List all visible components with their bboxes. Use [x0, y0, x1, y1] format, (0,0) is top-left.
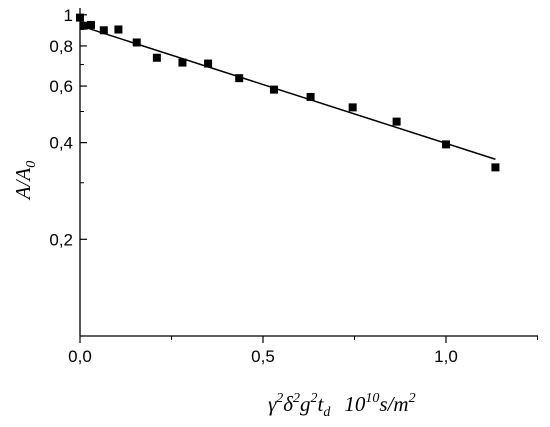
fit-line	[79, 24, 496, 160]
data-point	[99, 26, 108, 35]
y-tick-label: 0,8	[49, 37, 73, 56]
x-tick-label: 1,0	[434, 347, 458, 366]
x-axis-title: γ2δ2g2td 1010s/m2	[268, 391, 416, 420]
data-point	[86, 20, 95, 29]
data-markers	[76, 13, 500, 172]
y-tick-label: 0,6	[49, 77, 73, 96]
y-axis-title: A/A0	[11, 161, 39, 202]
y-tick-label: 0,2	[49, 230, 73, 249]
y-tick-label: 0,4	[49, 134, 73, 153]
data-point	[491, 163, 500, 172]
x-tick-label: 0,0	[68, 347, 92, 366]
y-ticks: 1 0,8 0,6 0,4 0,2	[49, 6, 87, 337]
data-point	[114, 25, 123, 34]
data-point	[79, 21, 88, 30]
x-tick-label: 0,5	[251, 347, 275, 366]
data-point	[235, 74, 244, 83]
data-point	[132, 38, 141, 47]
data-point	[152, 53, 161, 62]
data-point	[348, 103, 357, 112]
x-ticks: 0,0 0,5 1,0	[68, 336, 538, 366]
y-tick-label: 1	[64, 6, 73, 25]
data-point	[392, 117, 401, 126]
axes	[79, 8, 538, 337]
data-point	[178, 58, 187, 67]
data-point	[442, 140, 450, 149]
data-point	[76, 13, 84, 22]
data-point	[204, 59, 213, 68]
data-point	[306, 92, 315, 101]
series	[76, 13, 500, 172]
data-point	[269, 85, 278, 94]
